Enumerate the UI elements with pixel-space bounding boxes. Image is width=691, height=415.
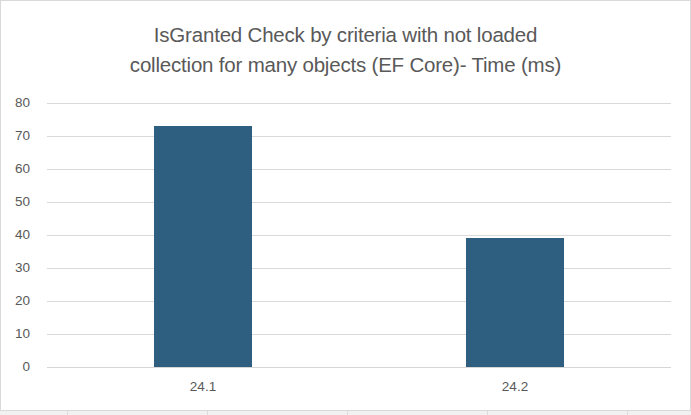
plot-area xyxy=(47,103,671,367)
chart-title: IsGranted Check by criteria with not loa… xyxy=(1,20,690,80)
y-tick-label-0: 0 xyxy=(1,358,30,376)
chart-frame: IsGranted Check by criteria with not loa… xyxy=(0,0,691,411)
y-tick-label-60: 60 xyxy=(1,160,30,178)
worksheet-gridline-strip xyxy=(0,411,691,415)
gridline-60 xyxy=(47,169,671,170)
x-category-label-24.1: 24.1 xyxy=(47,378,359,395)
chart-title-line-1: IsGranted Check by criteria with not loa… xyxy=(1,20,690,50)
gridline-20 xyxy=(47,301,671,302)
y-tick-label-70: 70 xyxy=(1,127,30,145)
chart-title-line-2: collection for many objects (EF Core)- T… xyxy=(1,50,690,80)
gridline-30 xyxy=(47,268,671,269)
y-tick-label-40: 40 xyxy=(1,226,30,244)
screenshot: IsGranted Check by criteria with not loa… xyxy=(0,0,691,415)
x-axis-line xyxy=(47,367,671,368)
gridline-80 xyxy=(47,103,671,104)
y-tick-label-10: 10 xyxy=(1,325,30,343)
x-category-label-24.2: 24.2 xyxy=(359,378,671,395)
y-tick-label-50: 50 xyxy=(1,193,30,211)
gridline-10 xyxy=(47,334,671,335)
bar-24.2 xyxy=(466,238,564,367)
y-tick-label-30: 30 xyxy=(1,259,30,277)
y-tick-label-80: 80 xyxy=(1,94,30,112)
bar-24.1 xyxy=(154,126,252,367)
gridline-50 xyxy=(47,202,671,203)
gridline-70 xyxy=(47,136,671,137)
gridline-40 xyxy=(47,235,671,236)
y-tick-label-20: 20 xyxy=(1,292,30,310)
